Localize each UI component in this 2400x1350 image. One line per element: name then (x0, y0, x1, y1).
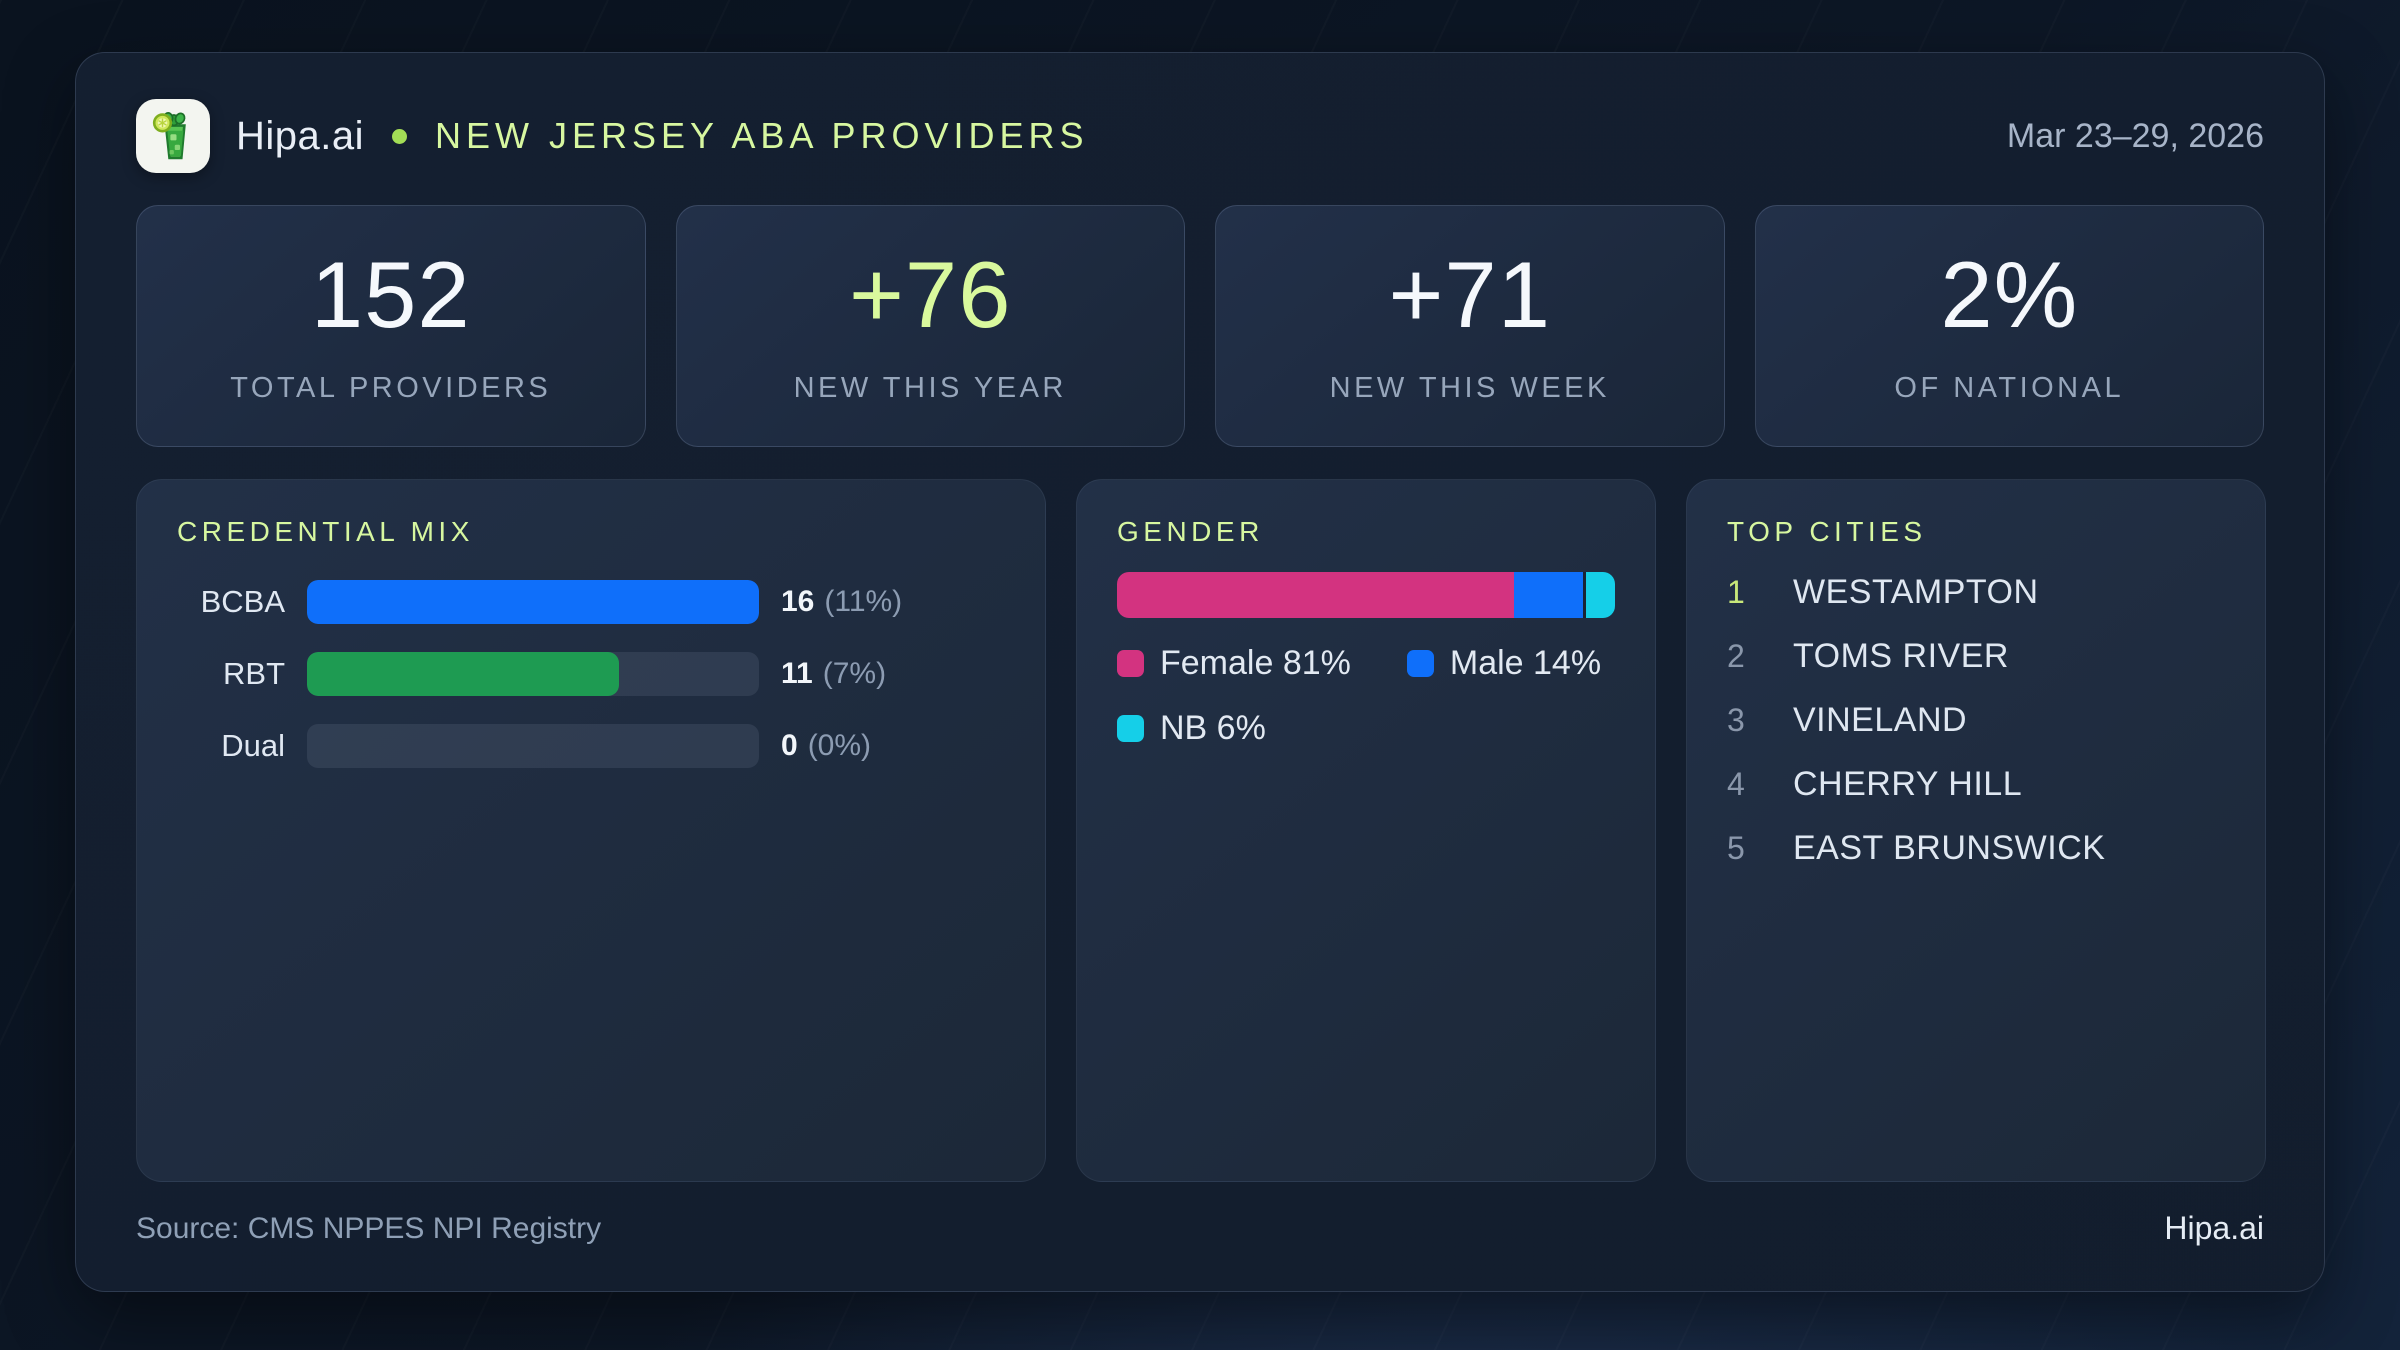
gender-panel: GENDER Female 81% Male 14% NB 6% (1076, 479, 1656, 1182)
bar-category-label: RBT (223, 656, 285, 691)
bar-value: 11 (7%) (781, 657, 1005, 691)
bar-category-label: BCBA (200, 584, 285, 619)
stat-cards-row: 152 TOTAL PROVIDERS +76 NEW THIS YEAR +7… (136, 205, 2264, 447)
city-list-item: 5 EAST BRUNSWICK (1727, 826, 2225, 870)
separator-dot-icon (392, 128, 408, 144)
bar-value: 16 (11%) (781, 585, 1005, 619)
bar-row-bcba: BCBA 16 (11%) (177, 580, 1005, 624)
bar-track (307, 580, 759, 624)
panels-row: CREDENTIAL MIX BCBA 16 (11%) RBT 11 (7%) (136, 479, 2266, 1182)
bar-track (307, 652, 759, 696)
city-list-item: 1 WESTAMPTON (1727, 570, 2225, 614)
bar-percent: (11%) (824, 585, 903, 618)
bar-fill (307, 580, 759, 624)
legend-item-female: Female 81% (1117, 644, 1351, 683)
gender-legend: Female 81% Male 14% NB 6% (1117, 644, 1615, 748)
city-name: VINELAND (1793, 700, 1968, 739)
bar-percent: (7%) (822, 657, 887, 690)
brand-name: Hipa.ai (236, 113, 365, 158)
gender-stacked-bar (1117, 572, 1615, 618)
bar-count: 0 (781, 729, 798, 762)
stat-card-new-this-year: +76 NEW THIS YEAR (675, 205, 1185, 447)
stat-label: NEW THIS WEEK (1329, 371, 1610, 404)
footer-brand: Hipa.ai (2164, 1210, 2264, 1246)
segment-male (1513, 572, 1583, 618)
stat-value: 2% (1940, 241, 2079, 347)
stat-value: +71 (1388, 241, 1551, 347)
bar-value: 0 (0%) (781, 729, 1005, 763)
city-rank: 5 (1727, 829, 1745, 866)
city-ranking-list: 1 WESTAMPTON 2 TOMS RIVER 3 VINELAND 4 C… (1727, 570, 2225, 870)
stat-label: NEW THIS YEAR (793, 371, 1067, 404)
nb-swatch-icon (1117, 715, 1144, 742)
mojito-logo-icon (136, 99, 210, 173)
bar-row-dual: Dual 0 (0%) (177, 724, 1005, 768)
female-swatch-icon (1117, 650, 1144, 677)
stat-value: +76 (849, 241, 1012, 347)
city-rank: 2 (1727, 637, 1745, 674)
legend-label: Male 14% (1449, 644, 1602, 682)
bar-percent: (0%) (807, 729, 872, 762)
credential-mix-panel: CREDENTIAL MIX BCBA 16 (11%) RBT 11 (7%) (136, 479, 1046, 1182)
city-name: CHERRY HILL (1793, 764, 2023, 803)
panel-title: CREDENTIAL MIX (177, 516, 474, 547)
bar-count: 11 (781, 657, 813, 690)
dashboard-card: Hipa.ai NEW JERSEY ABA PROVIDERS Mar 23–… (75, 52, 2325, 1292)
city-rank: 3 (1727, 701, 1745, 738)
city-rank: 4 (1727, 765, 1745, 802)
stat-card-of-national: 2% OF NATIONAL (1754, 205, 2264, 447)
segment-nb (1582, 572, 1615, 618)
page-title: NEW JERSEY ABA PROVIDERS (435, 115, 1089, 156)
panel-title: GENDER (1117, 516, 1264, 547)
legend-label: Female 81% (1160, 644, 1351, 682)
bar-category-label: Dual (221, 728, 285, 763)
bar-count: 16 (781, 585, 815, 618)
legend-item-nb: NB 6% (1117, 709, 1266, 748)
panel-title: TOP CITIES (1727, 516, 1927, 547)
footer: Source: CMS NPPES NPI Registry Hipa.ai (136, 1210, 2264, 1247)
city-list-item: 2 TOMS RIVER (1727, 634, 2225, 678)
city-list-item: 3 VINELAND (1727, 698, 2225, 742)
male-swatch-icon (1406, 650, 1434, 677)
source-attribution: Source: CMS NPPES NPI Registry (136, 1211, 602, 1245)
city-name: EAST BRUNSWICK (1793, 828, 2106, 867)
city-rank: 1 (1727, 573, 1745, 610)
segment-female (1117, 572, 1514, 618)
city-name: WESTAMPTON (1793, 572, 2039, 611)
bar-fill (307, 652, 619, 696)
stat-label: TOTAL PROVIDERS (230, 371, 552, 404)
stat-card-new-this-week: +71 NEW THIS WEEK (1215, 205, 1725, 447)
legend-item-male: Male 14% (1406, 644, 1602, 683)
stat-label: OF NATIONAL (1894, 371, 2125, 404)
credential-bar-chart: BCBA 16 (11%) RBT 11 (7%) Dual (177, 580, 1005, 768)
bar-row-rbt: RBT 11 (7%) (177, 652, 1005, 696)
stat-card-total-providers: 152 TOTAL PROVIDERS (136, 205, 646, 447)
header: Hipa.ai NEW JERSEY ABA PROVIDERS Mar 23–… (136, 99, 2264, 173)
top-cities-panel: TOP CITIES 1 WESTAMPTON 2 TOMS RIVER 3 V… (1686, 479, 2266, 1182)
stat-value: 152 (310, 241, 471, 347)
legend-label: NB 6% (1160, 709, 1266, 747)
city-list-item: 4 CHERRY HILL (1727, 762, 2225, 806)
bar-track (307, 724, 759, 768)
date-range: Mar 23–29, 2026 (2006, 116, 2264, 155)
city-name: TOMS RIVER (1793, 636, 2009, 675)
